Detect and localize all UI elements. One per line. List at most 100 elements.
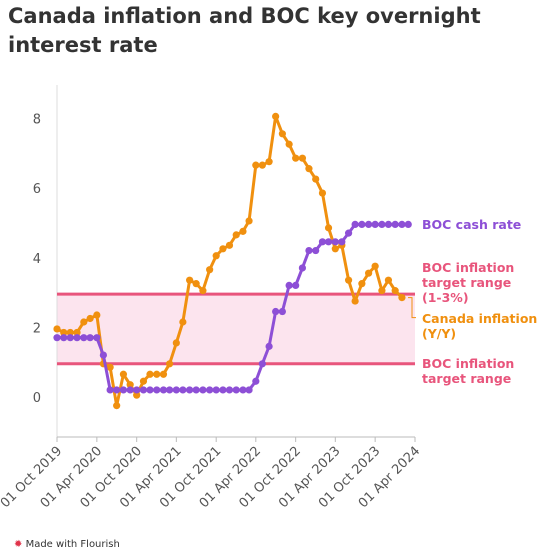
data-point [73, 334, 81, 342]
data-point [252, 377, 260, 385]
label-connector [408, 297, 416, 319]
data-point [324, 224, 333, 232]
reference-label: BOC inflation target range (1-3%) [422, 260, 515, 306]
data-point [172, 339, 180, 347]
chart-title: Canada inflation and BOC key overnight i… [8, 4, 481, 57]
data-point [305, 165, 313, 173]
data-point [318, 238, 327, 246]
data-point [133, 386, 141, 394]
data-point [139, 386, 148, 394]
data-point [318, 189, 327, 197]
data-point [186, 386, 194, 394]
data-point [312, 175, 320, 183]
data-point [106, 386, 114, 394]
data-point [153, 386, 161, 394]
y-tick-label: 6 [33, 182, 41, 197]
data-point [192, 280, 200, 288]
data-point [225, 386, 234, 394]
y-tick-label: 4 [33, 252, 41, 267]
data-point [252, 161, 260, 169]
y-tick-label: 2 [33, 321, 41, 336]
data-point [285, 140, 293, 148]
data-point [365, 269, 373, 277]
data-point [232, 386, 240, 394]
data-point [225, 241, 234, 249]
data-point [358, 280, 366, 288]
data-point [60, 328, 68, 337]
data-point [358, 220, 366, 229]
data-point [338, 238, 346, 246]
data-point [312, 246, 320, 255]
data-point [404, 220, 412, 229]
data-point [292, 154, 300, 162]
data-point [378, 220, 386, 229]
data-point [265, 342, 273, 350]
data-point [292, 281, 300, 289]
data-point [351, 297, 359, 305]
data-point [378, 287, 386, 295]
data-point [265, 158, 273, 166]
series-label: BOC cash rate [422, 217, 522, 233]
data-point [258, 161, 266, 169]
data-point [53, 334, 61, 342]
data-point [139, 377, 148, 385]
data-point [113, 402, 121, 410]
data-point [80, 334, 88, 342]
data-point [212, 252, 220, 260]
data-point [245, 386, 253, 394]
footer-text: Made with Flourish [25, 539, 120, 550]
data-point [371, 220, 379, 229]
data-point [278, 307, 286, 316]
data-point [179, 318, 187, 326]
data-point [172, 386, 180, 394]
data-point [66, 328, 74, 337]
data-point [391, 287, 399, 295]
data-point [146, 386, 154, 394]
data-point [119, 386, 128, 394]
data-point [133, 391, 141, 399]
data-point [86, 314, 94, 323]
data-point [344, 229, 353, 237]
data-point [371, 262, 379, 270]
data-point [86, 334, 94, 342]
data-point [239, 227, 247, 235]
data-point [391, 220, 399, 229]
data-point [186, 276, 194, 284]
data-point [206, 386, 214, 394]
data-point [212, 386, 220, 394]
data-point [93, 334, 101, 342]
data-point [344, 276, 353, 284]
data-point [93, 311, 101, 319]
data-point [278, 130, 286, 138]
data-point [179, 386, 187, 394]
data-point [153, 370, 161, 378]
data-point [192, 386, 200, 394]
data-point [351, 220, 359, 229]
data-point [245, 217, 253, 225]
data-point [66, 334, 74, 342]
data-point [159, 370, 168, 378]
data-point [113, 386, 121, 394]
footer: ✹ Made with Flourish [14, 539, 120, 550]
y-tick-label: 0 [33, 391, 41, 406]
data-point [305, 246, 313, 255]
data-point [331, 245, 339, 253]
data-point [298, 154, 307, 162]
data-point [384, 220, 393, 229]
data-point [365, 220, 373, 229]
data-point [146, 370, 154, 378]
data-point [73, 328, 81, 337]
data-point [159, 386, 168, 394]
data-point [219, 386, 227, 394]
data-point [232, 231, 240, 239]
data-point [199, 287, 207, 295]
data-point [199, 386, 207, 394]
data-point [126, 381, 134, 389]
target-band [57, 294, 415, 364]
data-point [258, 360, 266, 368]
data-point [119, 370, 128, 378]
data-point [272, 112, 280, 120]
data-point [165, 386, 174, 394]
